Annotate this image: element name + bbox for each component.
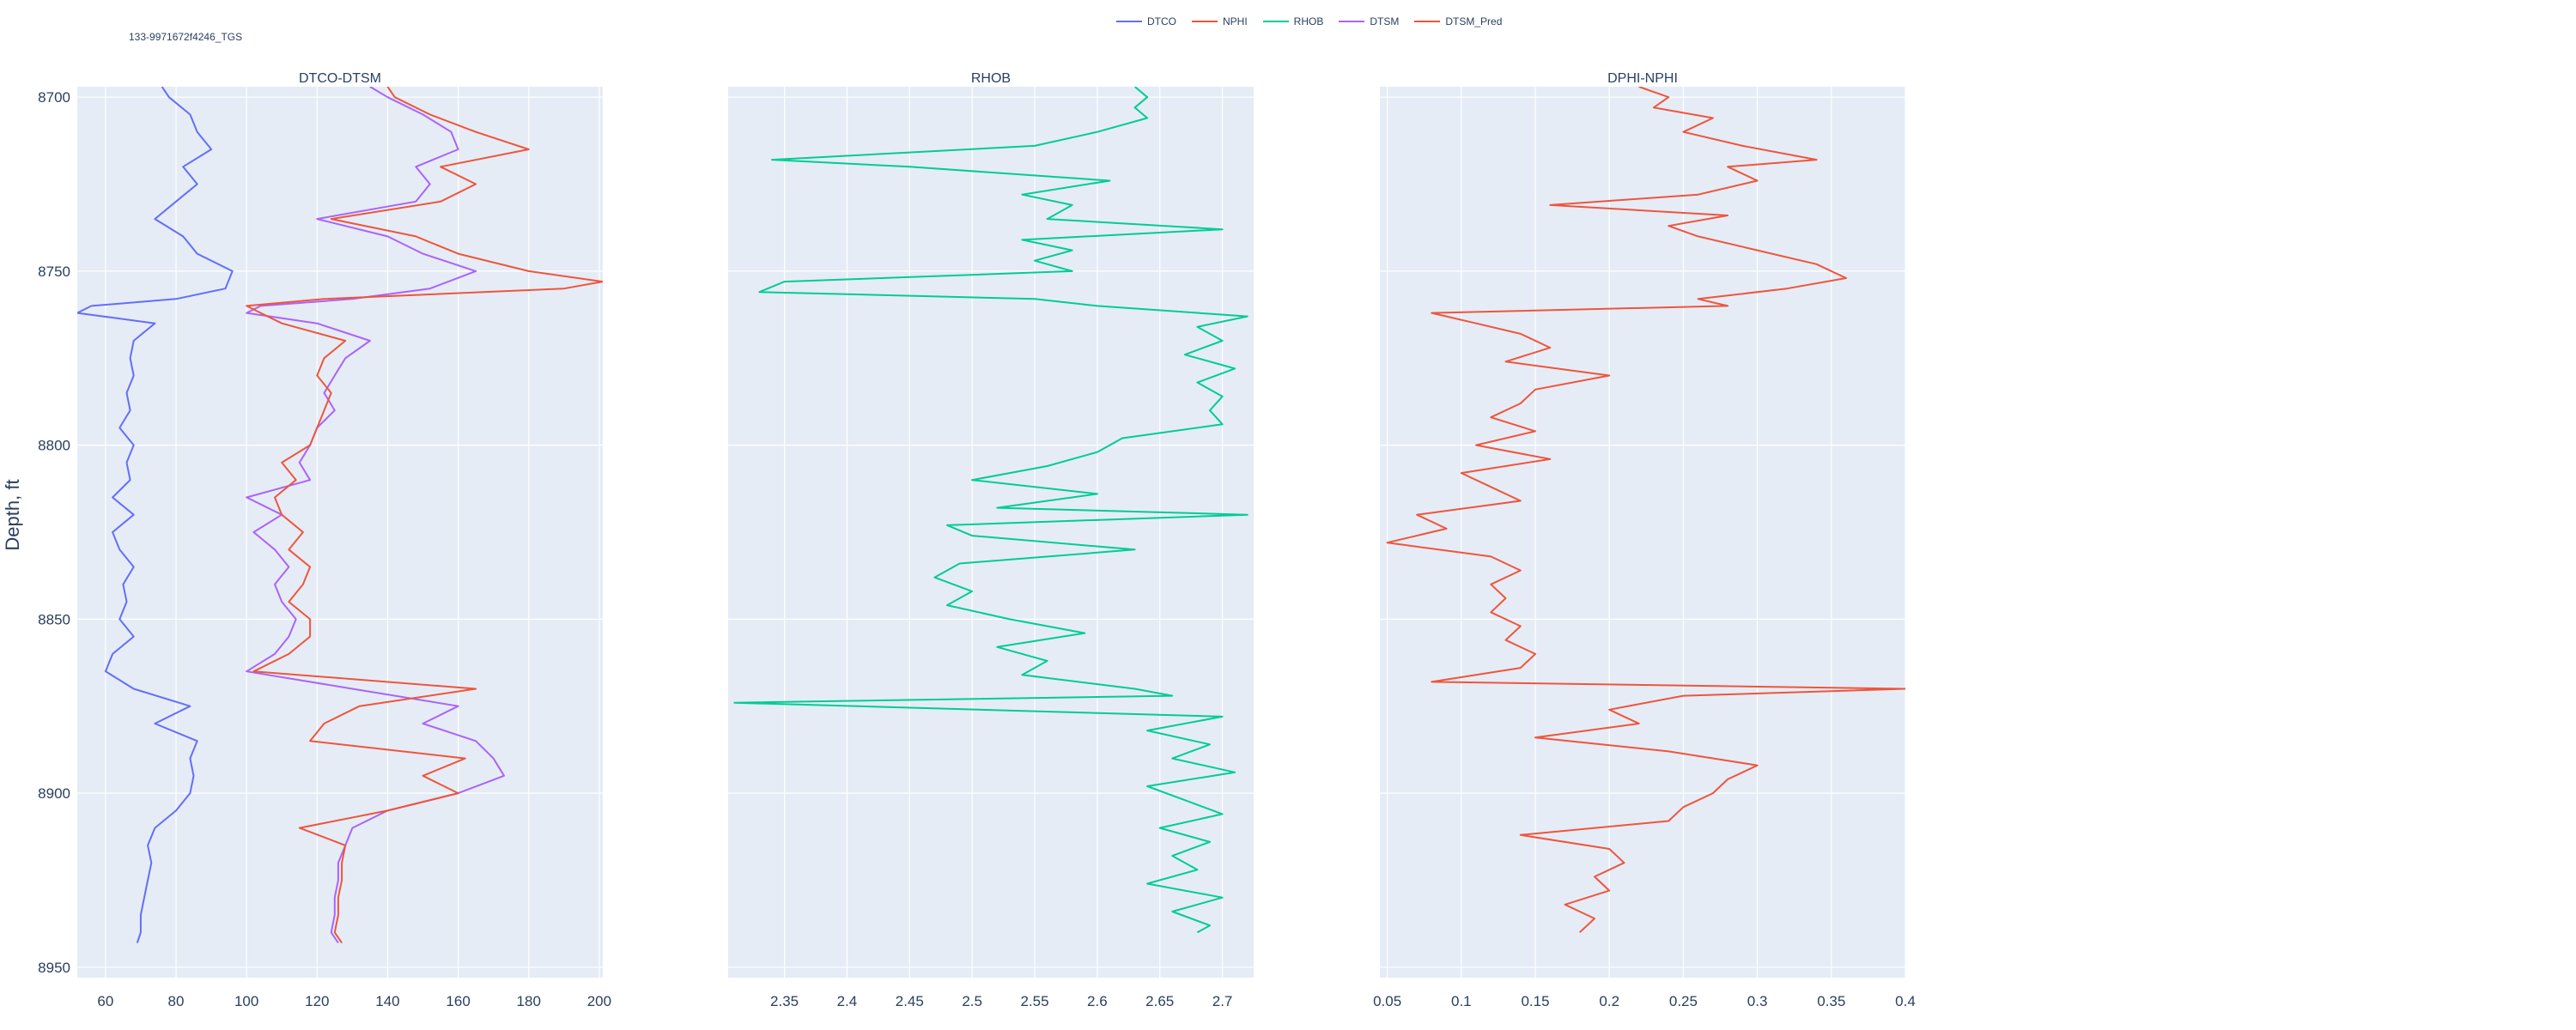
legend: DTCO NPHI RHOB DTSM DTSM_Pred — [1116, 15, 1502, 27]
series-line-nphi — [1386, 87, 1905, 934]
y-tick-label: 8750 — [38, 264, 70, 280]
x-tick-label: 0.4 — [1895, 993, 1916, 1009]
legend-label-dtco: DTCO — [1147, 15, 1176, 27]
x-tick-label: 80 — [168, 993, 185, 1009]
x-tick-label: 2.6 — [1087, 993, 1108, 1009]
legend-item-dtco[interactable]: DTCO — [1116, 15, 1176, 27]
series-line-dtsm-pred — [246, 87, 603, 944]
x-tick-label: 180 — [517, 993, 541, 1009]
legend-swatch-nphi — [1192, 21, 1218, 22]
plot-background — [728, 87, 1254, 978]
legend-item-nphi[interactable]: NPHI — [1192, 15, 1248, 27]
x-tick-label: 0.05 — [1373, 993, 1401, 1009]
x-tick-label: 0.35 — [1817, 993, 1845, 1009]
x-tick-label: 2.7 — [1212, 993, 1233, 1009]
x-tick-label: 60 — [97, 993, 113, 1009]
panel-dphi-nphi: 0.05 0.1 0.15 0.2 0.25 0.3 0.35 0.4 DPHI-NPHI — [1373, 71, 1916, 1009]
legend-item-dtsm[interactable]: DTSM — [1339, 15, 1399, 27]
legend-swatch-dtco — [1116, 21, 1142, 22]
x-tick-label: 0.15 — [1521, 993, 1549, 1009]
legend-item-dtsm-pred[interactable]: DTSM_Pred — [1414, 15, 1502, 27]
y-axis-label: Depth, ft — [2, 479, 23, 550]
plot-background — [1380, 87, 1905, 978]
legend-label-rhob: RHOB — [1293, 15, 1324, 27]
y-tick-label: 8850 — [38, 611, 70, 627]
panels-layer: 60 80 100 120 140 160 180 200 8700 8750 8800 8850 89… — [38, 71, 1916, 1009]
panel-rhob: 2.35 2.4 2.45 2.5 2.55 2.6 2.65 2.7 RHOB — [728, 71, 1254, 1009]
series-line-rhob — [733, 87, 1249, 934]
y-tick-label: 8950 — [38, 960, 70, 976]
x-tick-label: 2.65 — [1145, 993, 1174, 1009]
y-tick-label: 8900 — [38, 785, 70, 802]
x-tick-label: 140 — [375, 993, 399, 1009]
x-tick-label: 2.45 — [896, 993, 924, 1009]
x-tick-label: 0.1 — [1451, 993, 1472, 1009]
x-tick-label: 100 — [234, 993, 258, 1009]
plot-background — [77, 87, 603, 978]
legend-label-nphi: NPHI — [1223, 15, 1248, 27]
panel-dtco-dtsm: 60 80 100 120 140 160 180 200 8700 8750 8800 8850 89… — [38, 71, 611, 1009]
panel-title: RHOB — [971, 71, 1011, 86]
x-tick-label: 200 — [587, 993, 611, 1009]
legend-label-dtsm: DTSM — [1370, 15, 1400, 27]
y-tick-label: 8800 — [38, 438, 70, 454]
panel-title: DTCO-DTSM — [299, 71, 381, 86]
x-tick-label: 2.4 — [837, 993, 858, 1009]
x-tick-label: 0.25 — [1669, 993, 1698, 1009]
x-tick-label: 120 — [305, 993, 329, 1009]
legend-label-dtsm-pred: DTSM_Pred — [1445, 15, 1503, 27]
legend-swatch-dtsm-pred — [1414, 21, 1441, 22]
legend-item-rhob[interactable]: RHOB — [1262, 15, 1324, 27]
panel-title: DPHI-NPHI — [1607, 71, 1678, 86]
legend-swatch-dtsm — [1339, 21, 1365, 22]
x-tick-label: 0.3 — [1747, 993, 1768, 1009]
legend-swatch-rhob — [1262, 21, 1289, 22]
x-tick-label: 2.35 — [770, 993, 799, 1009]
y-tick-label: 8700 — [38, 89, 70, 106]
series-line-dtco — [77, 87, 234, 943]
x-tick-label: 160 — [446, 993, 470, 1009]
x-tick-label: 2.5 — [962, 993, 982, 1009]
x-tick-label: 2.55 — [1020, 993, 1048, 1009]
x-tick-label: 0.2 — [1599, 993, 1619, 1009]
well-label: 133-9971672f4246_TGS — [129, 31, 243, 43]
